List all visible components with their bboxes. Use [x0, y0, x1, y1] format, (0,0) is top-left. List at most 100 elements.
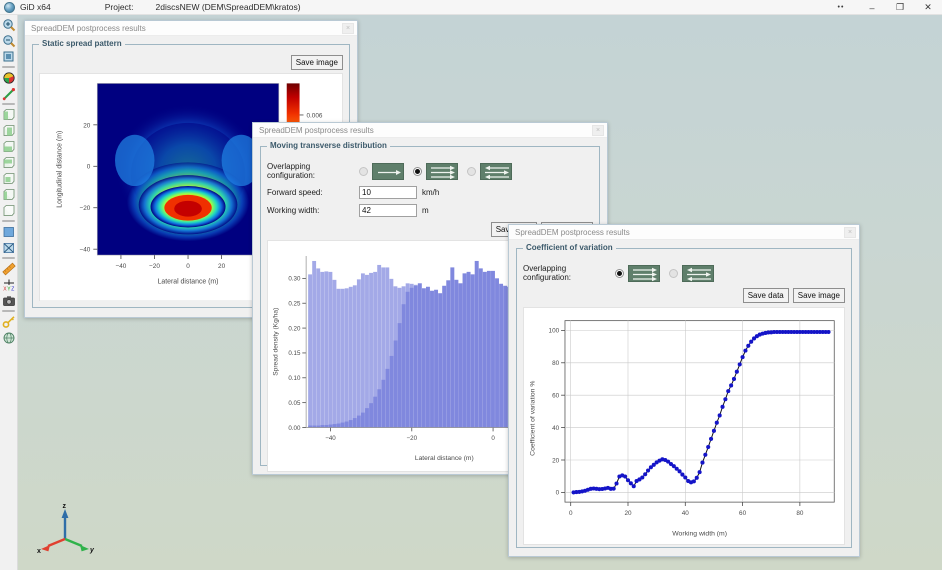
svg-text:20: 20	[624, 510, 632, 517]
x-axis-label: Working width (m)	[672, 530, 727, 537]
forward-speed-unit: km/h	[422, 188, 440, 197]
svg-text:20: 20	[218, 263, 226, 270]
forward-speed-input[interactable]: 10	[359, 186, 417, 199]
view-box-6-icon[interactable]	[1, 187, 17, 202]
zoom-in-icon[interactable]	[1, 17, 17, 32]
window-title: SpreadDEM postprocess results	[31, 23, 146, 33]
svg-text:−40: −40	[79, 247, 90, 254]
svg-text:40: 40	[682, 510, 690, 517]
same-direction-overlap-icon[interactable]	[628, 264, 660, 282]
overlap-option-same-direction-radio[interactable]	[413, 166, 422, 176]
overlap-option-single-pass-radio[interactable]	[359, 166, 368, 176]
gid-logo-icon	[4, 1, 15, 13]
separator	[2, 220, 15, 222]
view-box-2-icon[interactable]	[1, 123, 17, 138]
overlap-config-row: Overlapping configuration:	[267, 162, 593, 180]
app-titlebar: GiD x64 Project: 2discsNEW (DEM\SpreadDE…	[0, 0, 942, 15]
window-coefficient-of-variation[interactable]: SpreadDEM postprocess results × Coeffici…	[508, 224, 860, 557]
window-titlebar[interactable]: SpreadDEM postprocess results ×	[509, 225, 859, 240]
window-static-spread-pattern[interactable]: SpreadDEM postprocess results × Static s…	[24, 20, 358, 318]
view-box-1-icon[interactable]	[1, 107, 17, 122]
overlap-config-label: Overlapping configuration:	[523, 264, 572, 282]
close-icon[interactable]: ✕	[924, 2, 932, 12]
svg-text:0.10: 0.10	[288, 375, 301, 382]
close-icon[interactable]: ×	[592, 125, 604, 136]
working-width-label: Working width:	[267, 206, 320, 215]
svg-text:0: 0	[569, 510, 573, 517]
close-icon[interactable]: ×	[844, 227, 856, 238]
save-image-button[interactable]: Save image	[792, 288, 845, 303]
svg-text:20: 20	[552, 457, 560, 464]
view-box-4-icon[interactable]	[1, 155, 17, 170]
overlap-option-same-direction-radio[interactable]	[615, 268, 624, 278]
svg-text:0.05: 0.05	[288, 400, 301, 407]
x-axis-label: Lateral distance (m)	[158, 279, 219, 286]
working-width-unit: m	[422, 206, 429, 215]
svg-text:80: 80	[552, 360, 560, 367]
svg-text:Y: Y	[7, 286, 11, 292]
cut-plane-icon[interactable]	[1, 240, 17, 255]
overlap-option-alternating-radio[interactable]	[467, 166, 476, 176]
view-box-5-icon[interactable]	[1, 171, 17, 186]
view-box-7-icon[interactable]	[1, 203, 17, 218]
working-width-row: Working width: 42 m	[267, 204, 593, 217]
save-data-button[interactable]: Save data	[742, 288, 789, 303]
axis-triad-indicator: z y x	[32, 501, 102, 556]
group-label: Moving transverse distribution	[267, 141, 390, 150]
svg-text:y: y	[89, 547, 95, 554]
svg-text:x: x	[37, 548, 41, 555]
render-sphere-icon[interactable]	[1, 70, 17, 85]
forward-speed-row: Forward speed: 10 km/h	[267, 186, 593, 199]
separator	[2, 310, 15, 312]
svg-text:−20: −20	[79, 205, 90, 212]
minimize-icon[interactable]: –	[869, 2, 875, 13]
alternating-direction-overlap-icon[interactable]	[682, 264, 714, 282]
svg-text:−40: −40	[115, 263, 126, 270]
globe-icon[interactable]	[1, 330, 17, 345]
svg-text:0.20: 0.20	[288, 325, 301, 332]
overlap-option-alternating-radio[interactable]	[669, 268, 678, 278]
ruler-icon[interactable]	[1, 261, 17, 276]
svg-text:0.30: 0.30	[288, 276, 301, 283]
window-titlebar[interactable]: SpreadDEM postprocess results ×	[25, 21, 357, 36]
zoom-frame-icon[interactable]	[1, 49, 17, 64]
group-label: Static spread pattern	[39, 39, 125, 48]
restore-icon[interactable]: ❐	[895, 2, 905, 12]
save-image-button[interactable]: Save image	[290, 55, 343, 70]
svg-text:20: 20	[83, 122, 91, 129]
plane-icon[interactable]	[1, 224, 17, 239]
y-axis-label: Coefficient of variation %	[530, 381, 537, 456]
svg-text:60: 60	[552, 393, 560, 400]
coefficient-variation-plot: 0 20 40 60 80 100 0 20 40 60 80 Working width (m) …	[523, 307, 845, 545]
key-icon[interactable]	[1, 314, 17, 329]
svg-text:0.25: 0.25	[288, 301, 301, 308]
svg-text:0.15: 0.15	[288, 350, 301, 357]
same-direction-overlap-icon[interactable]	[426, 162, 458, 180]
separator	[2, 257, 15, 259]
rotate-axis-icon[interactable]	[1, 86, 17, 101]
forward-speed-label: Forward speed:	[267, 188, 323, 197]
working-width-input[interactable]: 42	[359, 204, 417, 217]
svg-text:0.00: 0.00	[288, 425, 301, 432]
zoom-out-icon[interactable]	[1, 33, 17, 48]
svg-text:100: 100	[549, 328, 560, 335]
svg-text:40: 40	[552, 425, 560, 432]
window-titlebar[interactable]: SpreadDEM postprocess results ×	[253, 123, 607, 138]
single-pass-icon[interactable]	[372, 162, 404, 180]
y-axis-label: Spread density (Kg/ha)	[273, 308, 280, 376]
overlap-config-label: Overlapping configuration:	[267, 162, 316, 180]
close-icon[interactable]: ×	[342, 23, 354, 34]
x-axis-label: Lateral distance (m)	[415, 455, 474, 462]
alternating-direction-overlap-icon[interactable]	[480, 162, 512, 180]
svg-text:0: 0	[556, 490, 560, 497]
camera-icon[interactable]	[1, 293, 17, 308]
more-options-icon[interactable]: ••	[837, 4, 845, 11]
group-label: Coefficient of variation	[523, 243, 616, 252]
svg-text:0: 0	[186, 263, 190, 270]
view-box-3-icon[interactable]	[1, 139, 17, 154]
window-title: SpreadDEM postprocess results	[259, 125, 374, 135]
separator	[2, 103, 15, 105]
